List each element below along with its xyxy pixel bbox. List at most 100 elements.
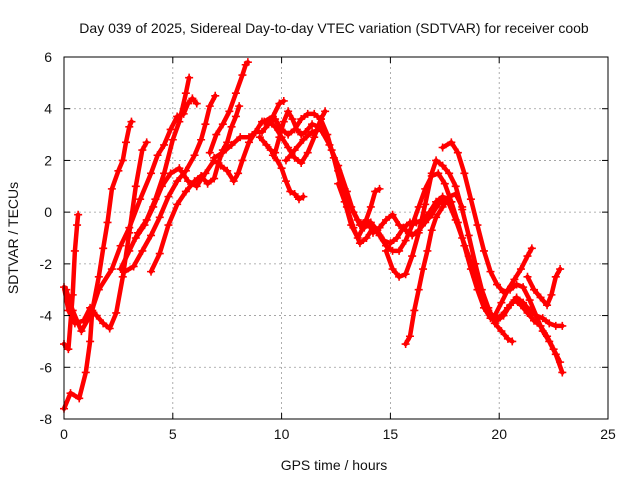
data-point bbox=[460, 169, 469, 178]
data-point bbox=[405, 332, 414, 341]
data-point bbox=[140, 221, 149, 230]
data-point bbox=[382, 215, 391, 224]
data-point bbox=[323, 130, 332, 139]
data-point bbox=[490, 319, 499, 328]
data-point bbox=[203, 179, 212, 188]
data-point bbox=[168, 135, 177, 144]
x-axis-label: GPS time / hours bbox=[281, 457, 388, 473]
data-point bbox=[218, 120, 227, 129]
data-point bbox=[94, 285, 103, 294]
data-point bbox=[147, 231, 156, 240]
data-point bbox=[227, 140, 236, 149]
data-point bbox=[414, 285, 423, 294]
data-point bbox=[210, 174, 219, 183]
data-point bbox=[122, 138, 131, 147]
data-point bbox=[519, 283, 528, 292]
data-point bbox=[175, 117, 184, 126]
data-point bbox=[543, 301, 552, 310]
data-point bbox=[503, 285, 512, 294]
data-point bbox=[375, 184, 384, 193]
data-point bbox=[235, 102, 244, 111]
data-point bbox=[181, 89, 190, 98]
data-point bbox=[288, 115, 297, 124]
data-point bbox=[414, 228, 423, 237]
data-point bbox=[99, 319, 108, 328]
data-point bbox=[107, 265, 116, 274]
data-point bbox=[458, 202, 467, 211]
data-point bbox=[558, 321, 567, 330]
data-point bbox=[268, 151, 277, 160]
axis-ticks: 0 5 10 15 20 25 -8 -6 -4 -2 0 2 4 6 bbox=[40, 49, 616, 442]
data-point bbox=[473, 221, 482, 230]
data-point bbox=[447, 138, 456, 147]
data-series bbox=[60, 58, 567, 413]
data-point bbox=[290, 153, 299, 162]
data-point bbox=[551, 272, 560, 281]
data-point bbox=[136, 195, 145, 204]
data-point bbox=[205, 148, 214, 157]
x-tick-label: 5 bbox=[169, 426, 177, 442]
data-point bbox=[479, 246, 488, 255]
data-point bbox=[86, 311, 95, 320]
data-point bbox=[129, 262, 138, 271]
data-point bbox=[211, 91, 220, 100]
data-point bbox=[453, 148, 462, 157]
data-point bbox=[238, 71, 247, 80]
data-point bbox=[486, 267, 495, 276]
data-point bbox=[512, 280, 521, 289]
data-point bbox=[210, 153, 219, 162]
data-point bbox=[434, 200, 443, 209]
chart-title: Day 039 of 2025, Sidereal Day-to-day VTE… bbox=[79, 20, 589, 36]
data-point bbox=[432, 156, 441, 165]
y-tick-label: 6 bbox=[44, 49, 52, 65]
data-point bbox=[408, 252, 417, 261]
data-point bbox=[66, 389, 75, 398]
data-point bbox=[464, 231, 473, 240]
data-point bbox=[231, 112, 240, 121]
data-point bbox=[284, 130, 293, 139]
data-point bbox=[149, 202, 158, 211]
data-point bbox=[523, 252, 532, 261]
data-point bbox=[164, 221, 173, 230]
data-point bbox=[340, 197, 349, 206]
data-point bbox=[395, 272, 404, 281]
x-tick-label: 25 bbox=[600, 426, 616, 442]
data-point bbox=[316, 115, 325, 124]
data-point bbox=[262, 140, 271, 149]
data-point bbox=[147, 169, 156, 178]
data-point bbox=[414, 202, 423, 211]
data-point bbox=[227, 122, 236, 131]
data-point bbox=[99, 244, 108, 253]
data-point bbox=[388, 210, 397, 219]
data-point bbox=[201, 169, 210, 178]
y-tick-label: -8 bbox=[40, 411, 53, 427]
series-arc-12 bbox=[268, 151, 308, 204]
data-point bbox=[268, 112, 277, 121]
data-point bbox=[419, 265, 428, 274]
data-point bbox=[334, 179, 343, 188]
data-point bbox=[105, 324, 114, 333]
data-point bbox=[395, 221, 404, 230]
data-point bbox=[223, 166, 232, 175]
data-point bbox=[466, 195, 475, 204]
data-point bbox=[147, 267, 156, 276]
data-point bbox=[392, 234, 401, 242]
data-point bbox=[284, 143, 293, 152]
data-point bbox=[427, 210, 436, 219]
series-line bbox=[318, 116, 565, 329]
data-point bbox=[438, 143, 447, 152]
data-point bbox=[310, 133, 319, 142]
series-arc-21 bbox=[523, 265, 565, 310]
data-point bbox=[112, 308, 121, 317]
data-point bbox=[421, 200, 430, 209]
y-tick-label: 2 bbox=[44, 152, 52, 168]
series-arc-6 bbox=[120, 91, 220, 276]
data-point bbox=[212, 130, 221, 139]
data-point bbox=[281, 156, 290, 165]
y-tick-label: -4 bbox=[40, 308, 53, 324]
data-point bbox=[438, 161, 447, 170]
data-point bbox=[284, 107, 293, 116]
data-point bbox=[192, 182, 201, 191]
data-point bbox=[188, 94, 197, 103]
